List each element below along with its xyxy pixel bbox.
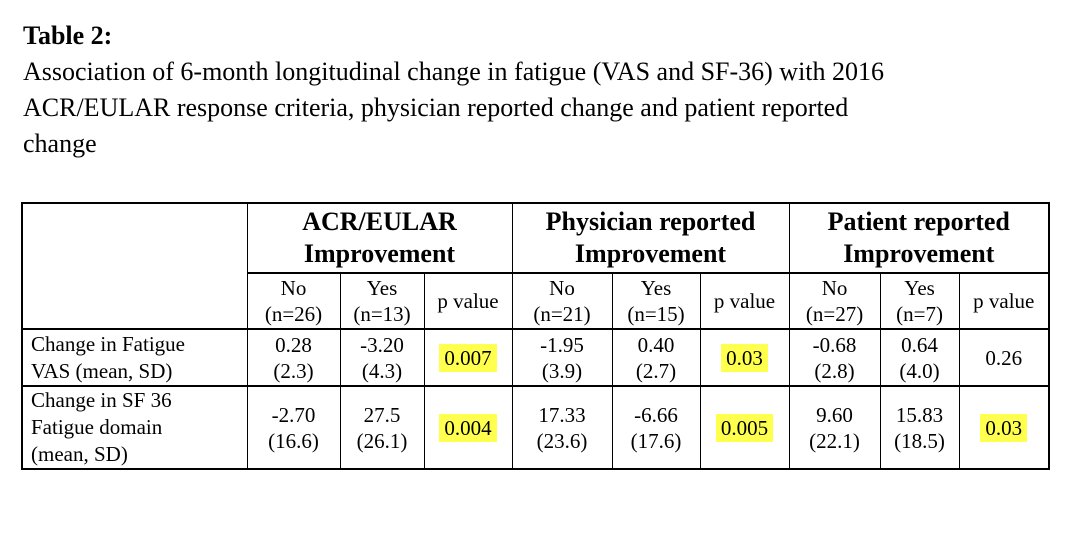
p-value-cell: 0.03: [958, 385, 1050, 470]
group-title-line: Improvement: [303, 239, 456, 268]
p-value-cell: 0.26: [958, 328, 1050, 387]
p-value-highlight: 0.005: [715, 413, 774, 442]
subheader-row: No (n=26) Yes (n=13) p value No (n=21) Y…: [22, 272, 1050, 330]
subheader-yes: Yes (n=7): [879, 272, 960, 330]
subheader-p-value: p value: [423, 272, 513, 330]
document-page: Table 2: Association of 6-month longitud…: [21, 21, 1066, 470]
subheader-p-value: p value: [699, 272, 790, 330]
row-label: Change in Fatigue VAS (mean, SD): [21, 328, 248, 387]
mean-sd-cell: 0.40 (2.7): [611, 328, 701, 387]
group-title-line: Physician reported: [545, 207, 756, 236]
group-header-patient: Patient reported Improvement: [788, 202, 1050, 274]
subheader-p-value: p value: [958, 272, 1050, 330]
p-value-cell: 0.03: [699, 328, 790, 387]
table-caption: Association of 6-month longitudinal chan…: [23, 54, 1066, 162]
p-value-highlight: 0.03: [980, 413, 1028, 442]
mean-sd-cell: 17.33 (23.6): [511, 385, 613, 470]
table-row: Change in SF 36 Fatigue domain (mean, SD…: [21, 385, 1050, 470]
table-title: Table 2:: [23, 21, 113, 50]
mean-sd-cell: 15.83 (18.5): [879, 385, 960, 470]
subheader-yes: Yes (n=15): [611, 272, 701, 330]
subheader-no: No (n=26): [246, 272, 341, 330]
p-value-cell: 0.007: [423, 328, 513, 387]
subheader-no: No (n=27): [788, 272, 881, 330]
subheader-no: No (n=21): [511, 272, 613, 330]
mean-sd-cell: 27.5 (26.1): [339, 385, 425, 470]
mean-sd-cell: 9.60 (22.1): [788, 385, 881, 470]
group-title-line: Patient reported: [827, 207, 1010, 236]
mean-sd-cell: 0.28 (2.3): [246, 328, 341, 387]
table-caption-line: change: [23, 129, 97, 158]
p-value-cell: 0.004: [423, 385, 513, 470]
p-value-highlight: 0.03: [721, 343, 768, 372]
p-value-plain: 0.26: [985, 345, 1023, 370]
subheader-yes: Yes (n=13): [339, 272, 425, 330]
table-caption-line: Association of 6-month longitudinal chan…: [23, 57, 885, 86]
p-value-highlight: 0.007: [439, 343, 497, 372]
mean-sd-cell: -6.66 (17.6): [611, 385, 701, 470]
p-value-cell: 0.005: [699, 385, 790, 470]
mean-sd-cell: -0.68 (2.8): [788, 328, 881, 387]
group-title-line: Improvement: [843, 239, 995, 268]
table-caption-line: ACR/EULAR response criteria, physician r…: [23, 93, 849, 122]
group-header-physician: Physician reported Improvement: [511, 202, 790, 274]
results-table: ACR/EULAR Improvement Physician reported…: [21, 202, 1051, 470]
group-header-acr-eular: ACR/EULAR Improvement: [246, 202, 513, 274]
mean-sd-cell: 0.64 (4.0): [879, 328, 960, 387]
p-value-highlight: 0.004: [439, 413, 497, 442]
group-title-line: ACR/EULAR: [302, 207, 457, 236]
table-row: Change in Fatigue VAS (mean, SD) 0.28 (2…: [21, 328, 1050, 387]
group-title-line: Improvement: [574, 239, 727, 268]
mean-sd-cell: -3.20 (4.3): [339, 328, 425, 387]
mean-sd-cell: -1.95 (3.9): [511, 328, 613, 387]
corner-cell: [21, 202, 248, 330]
row-label: Change in SF 36 Fatigue domain (mean, SD…: [21, 385, 248, 470]
group-header-row: ACR/EULAR Improvement Physician reported…: [21, 202, 1050, 330]
mean-sd-cell: -2.70 (16.6): [246, 385, 341, 470]
